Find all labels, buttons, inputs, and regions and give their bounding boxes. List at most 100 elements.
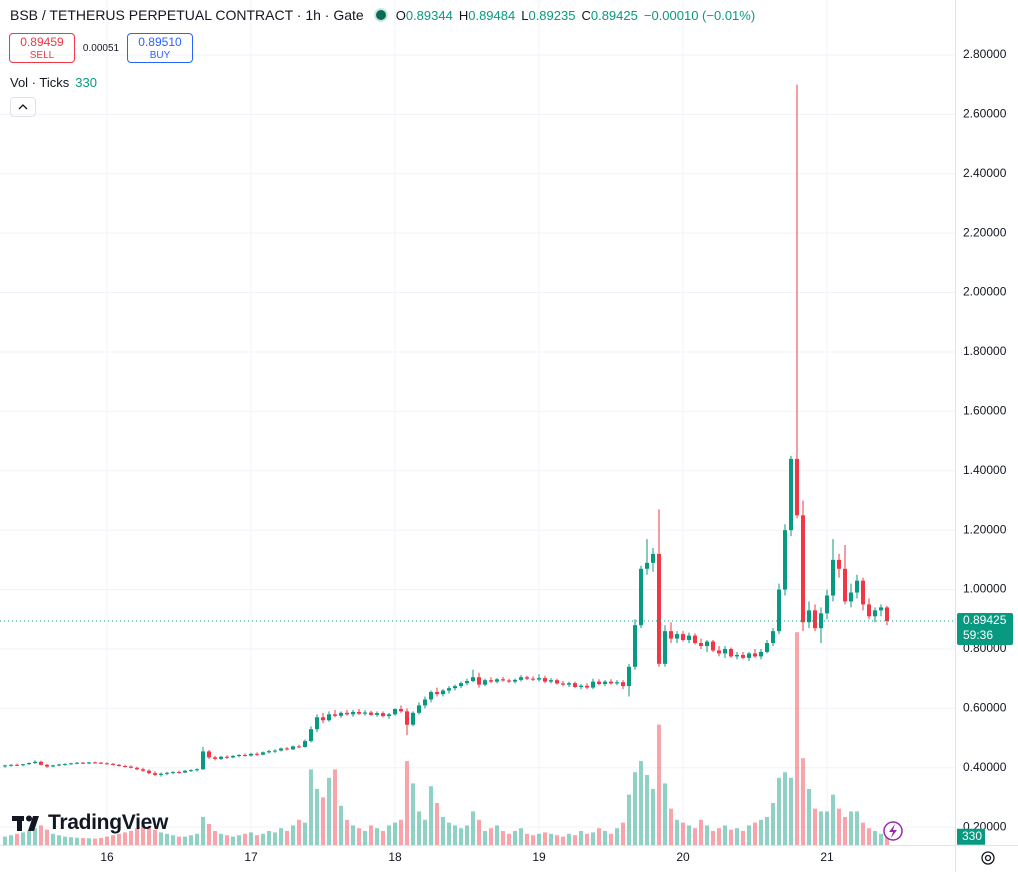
volume-bar <box>27 831 31 845</box>
candle-body <box>381 713 385 717</box>
legend-value: 0.89344 <box>405 8 453 23</box>
candle-body <box>429 692 433 700</box>
volume-bar <box>45 829 49 845</box>
x-tick-label: 18 <box>388 850 402 864</box>
candle-body <box>303 741 307 747</box>
volume-bar <box>357 828 361 845</box>
candle-body <box>105 763 109 765</box>
volume-bar <box>153 829 157 845</box>
volume-bar <box>687 825 691 845</box>
candle-body <box>189 770 193 772</box>
volume-bar <box>651 789 655 845</box>
candle-body <box>777 589 781 632</box>
volume-bar <box>699 819 703 845</box>
candle-body <box>135 767 139 770</box>
volume-bar <box>417 811 421 845</box>
candle-body <box>567 683 571 685</box>
candle-body <box>873 610 877 617</box>
candle-body <box>75 762 79 764</box>
volume-bar <box>447 822 451 845</box>
candle-body <box>531 678 535 680</box>
brand: TradingView <box>48 811 169 834</box>
candle-body <box>231 755 235 758</box>
candle-body <box>657 553 661 664</box>
candle-body <box>423 699 427 706</box>
candle-body <box>729 648 733 657</box>
volume-bar <box>495 825 499 845</box>
volume-bar <box>87 838 91 845</box>
candle-body <box>627 666 631 687</box>
volume-bar <box>825 811 829 845</box>
candle-body <box>537 678 541 680</box>
volume-bar <box>591 832 595 845</box>
candle-body <box>867 604 871 617</box>
volume-bar <box>435 803 439 845</box>
volume-bar <box>321 797 325 845</box>
volume-bar <box>537 833 541 845</box>
candle-body <box>69 763 73 765</box>
candle-body <box>297 746 301 748</box>
candle-body <box>333 714 337 716</box>
volume-bar <box>861 822 865 845</box>
volume-bar <box>519 828 523 845</box>
buy-button[interactable]: 0.89510 BUY <box>127 33 193 63</box>
candle-body <box>669 631 673 639</box>
volume-bar <box>21 832 25 845</box>
tradingview-logo-icon <box>12 815 39 831</box>
legend-key: C <box>581 8 591 23</box>
candle-body <box>285 748 289 750</box>
volume-bar <box>369 825 373 845</box>
candle-body <box>597 681 601 685</box>
volume-bar <box>507 833 511 845</box>
candle-body <box>129 766 133 768</box>
volume-bar <box>147 826 151 845</box>
sell-button[interactable]: 0.89459 SELL <box>9 33 75 63</box>
volume-bar <box>531 835 535 845</box>
volume-bar <box>129 831 133 845</box>
candle-body <box>111 763 115 765</box>
volume-bar <box>561 836 565 845</box>
volume-bar <box>513 831 517 845</box>
candle-body <box>27 763 31 765</box>
volume-bar <box>663 783 667 845</box>
legend-item: C0.89425 <box>581 8 637 23</box>
volume-bar <box>183 836 187 845</box>
candle-body <box>309 729 313 742</box>
volume-bar <box>135 828 139 845</box>
candle-body <box>51 765 55 767</box>
candle-body <box>345 712 349 715</box>
candle-body <box>561 683 565 685</box>
y-tick-label: 2.60000 <box>963 107 1007 121</box>
volume-bar <box>399 819 403 845</box>
last-price-box <box>957 612 1013 645</box>
candle-body <box>453 686 457 689</box>
candle-body <box>363 712 367 714</box>
volume-bar <box>627 794 631 845</box>
volume-bar <box>219 833 223 845</box>
volume-bar <box>837 808 841 845</box>
candle-body <box>315 717 319 730</box>
lightning-button[interactable] <box>883 821 903 841</box>
volume-bar <box>213 831 217 845</box>
candle-body <box>153 773 157 775</box>
candle-body <box>393 708 397 715</box>
candle-body <box>321 717 325 721</box>
candle-body <box>783 530 787 590</box>
legend-key: L <box>521 8 529 23</box>
candle-body <box>711 641 715 651</box>
candle-body <box>405 711 409 725</box>
volume-bar <box>93 838 97 845</box>
volume-value: 330 <box>75 75 97 90</box>
volume-bar <box>849 811 853 845</box>
volume-bar <box>423 819 427 845</box>
candle-body <box>759 651 763 657</box>
volume-bar <box>549 833 553 845</box>
legend-key: O <box>395 8 406 23</box>
volume-bar <box>801 758 805 845</box>
volume-bar <box>297 819 301 845</box>
volume-bar <box>675 819 679 845</box>
collapse-button[interactable] <box>10 97 36 117</box>
volume-bar <box>279 828 283 845</box>
settings-button[interactable] <box>981 851 995 865</box>
volume-bar <box>441 817 445 845</box>
